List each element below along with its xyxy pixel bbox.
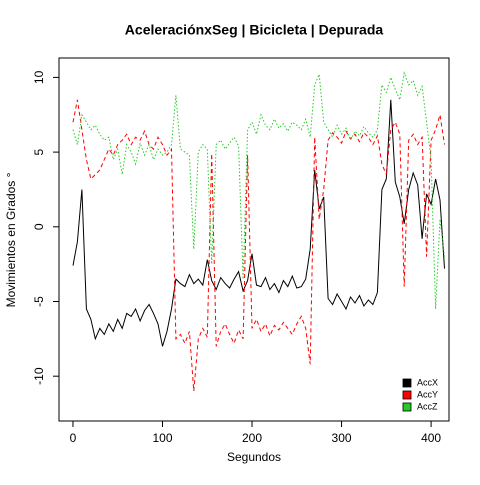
y-tick-label: 0 (32, 223, 46, 230)
series-line (72, 70, 445, 310)
legend-swatch (402, 378, 412, 388)
legend-label: AccZ (417, 401, 438, 411)
x-tick-label: 400 (421, 431, 441, 445)
chart-title: AceleraciónxSeg | Bicicleta | Depurada (125, 22, 384, 38)
y-tick-label: -10 (32, 367, 46, 385)
x-tick-label: 300 (332, 431, 352, 445)
y-axis-label: Movimientos en Grados ° (4, 172, 18, 307)
legend-swatch (402, 390, 412, 400)
plot-frame (58, 57, 450, 422)
series-line (72, 99, 445, 392)
legend-swatch (402, 402, 412, 412)
x-axis-label: Segundos (227, 450, 281, 464)
legend-label: AccY (417, 389, 438, 399)
y-tick-label: -5 (32, 296, 46, 307)
series-line (72, 99, 445, 347)
y-tick-label: 10 (32, 70, 46, 84)
y-tick-label: 5 (32, 148, 46, 155)
legend-label: AccX (417, 377, 438, 387)
x-tick-label: 200 (242, 431, 262, 445)
x-tick-label: 100 (152, 431, 172, 445)
x-tick-label: 0 (70, 431, 77, 445)
